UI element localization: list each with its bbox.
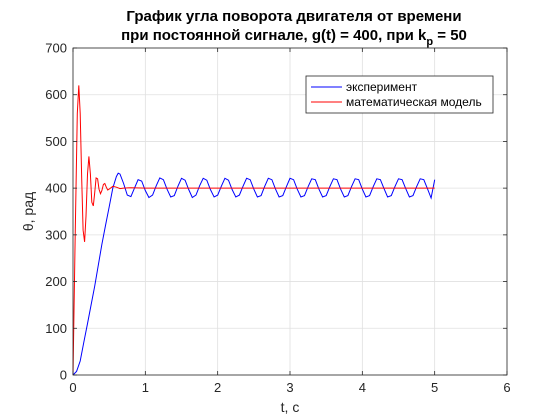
x-tick-label: 0 [69,380,76,395]
legend-label: математическая модель [346,95,482,109]
y-tick-label: 0 [60,368,67,383]
x-tick-label: 2 [214,380,221,395]
x-tick-label: 5 [431,380,438,395]
axis-ticks: 0 1 2 3 4 5 6 0 100 200 300 400 500 600 700 [45,41,510,396]
series-line-2 [72,85,435,376]
chart-title-line1: График угла поворота двигателя от времен… [126,8,461,25]
chart-title-line2-suffix: = 50 [433,27,467,44]
y-tick-label: 300 [45,227,67,242]
y-tick-label: 500 [45,134,67,149]
x-tick-label: 3 [286,380,293,395]
chart-title-line2: при постоянной сигнале, g(t) = 400, при … [121,27,467,48]
y-tick-label: 600 [45,87,67,102]
chart-title-line2-sub: p [426,36,433,48]
legend-label: эксперимент [346,80,418,94]
y-tick-label: 200 [45,274,67,289]
y-tick-label: 400 [45,181,67,196]
x-tick-label: 6 [503,380,510,395]
y-tick-label: 100 [45,321,67,336]
x-tick-label: 4 [359,380,366,395]
chart-title-line2-prefix: при постоянной сигнале, g(t) = 400, при … [121,27,427,44]
y-tick-label: 700 [45,41,67,56]
y-axis-label: θ, рад [20,192,36,231]
series-line-1 [72,172,436,376]
x-axis-label: t, c [281,399,300,415]
legend-box [305,75,494,114]
series-layer [72,85,436,376]
x-tick-label: 1 [142,380,149,395]
